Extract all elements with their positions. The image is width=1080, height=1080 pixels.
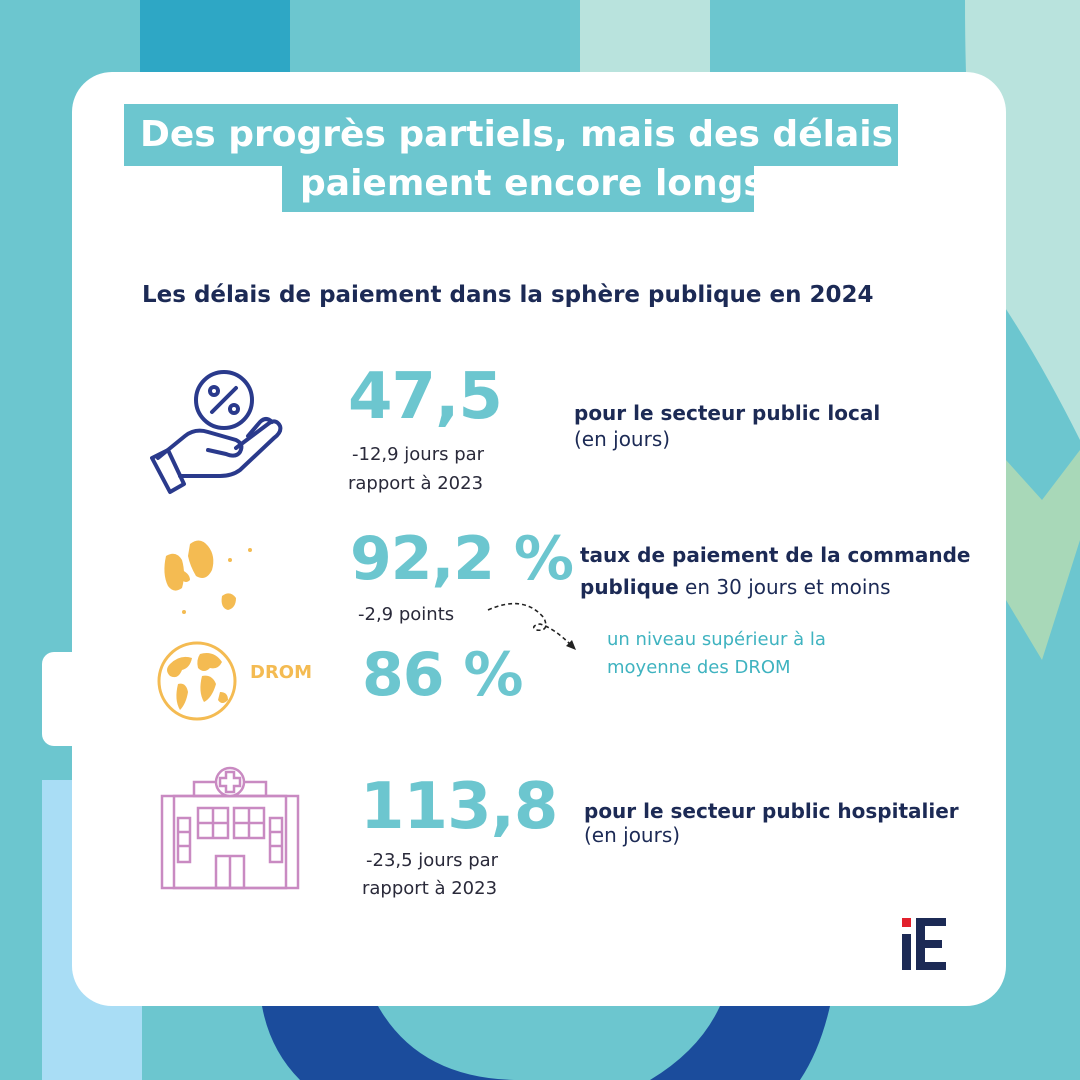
content-card bbox=[72, 72, 1006, 1006]
drom-note-line2: moyenne des DROM bbox=[607, 657, 791, 678]
hospitalier-change-line2: rapport à 2023 bbox=[362, 878, 498, 899]
title-line-1: Des progrès partiels, mais des délais de bbox=[124, 104, 956, 166]
globe-icon bbox=[157, 641, 237, 721]
local-label: pour le secteur public local bbox=[574, 398, 880, 428]
drom-tag: DROM bbox=[250, 662, 313, 683]
ie-logo bbox=[900, 916, 950, 972]
local-change-line1: -12,9 jours par bbox=[352, 444, 485, 465]
commande-label-bold-2: publique bbox=[580, 575, 679, 599]
commande-label-rest: en 30 jours et moins bbox=[678, 575, 891, 599]
title-line-2: paiement encore longs bbox=[282, 160, 765, 212]
hand-percent-icon bbox=[150, 370, 283, 494]
dashed-curved-arrow-icon bbox=[487, 602, 576, 650]
commande-label-line1: taux de paiement de la commande bbox=[580, 540, 970, 570]
hospitalier-value: 113,8 bbox=[360, 770, 558, 844]
drom-value: 86 % bbox=[362, 640, 524, 710]
local-unit: (en jours) bbox=[574, 427, 671, 451]
subtitle: Les délais de paiement dans la sphère pu… bbox=[142, 282, 874, 308]
hospitalier-label: pour le secteur public hospitalier bbox=[584, 796, 959, 826]
hospitalier-label-bold: pour le secteur public hospitalier bbox=[584, 799, 959, 823]
local-label-bold: pour le secteur public local bbox=[574, 401, 881, 425]
hospitalier-change-line1: -23,5 jours par bbox=[366, 850, 499, 871]
commande-label-line2: publique en 30 jours et moins bbox=[580, 572, 891, 602]
commande-value: 92,2 % bbox=[350, 524, 574, 594]
commande-change: -2,9 points bbox=[358, 604, 455, 625]
local-value: 47,5 bbox=[348, 360, 503, 434]
hospital-icon bbox=[160, 766, 300, 890]
hospitalier-unit: (en jours) bbox=[584, 823, 681, 847]
local-change-line2: rapport à 2023 bbox=[348, 473, 484, 494]
drom-note-line1: un niveau supérieur à la bbox=[607, 629, 826, 650]
commande-label-bold-1: taux de paiement de la commande bbox=[580, 543, 971, 567]
islands-map-icon bbox=[164, 540, 252, 614]
